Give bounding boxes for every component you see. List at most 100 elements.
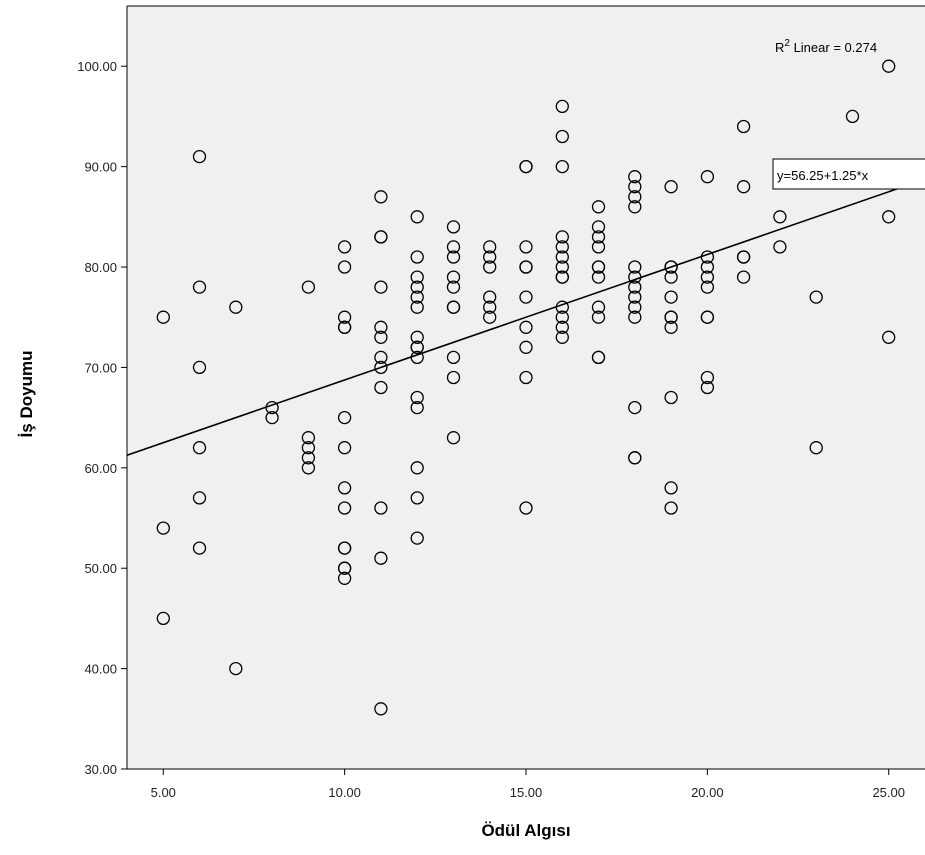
data-point (446, 240, 461, 254)
data-point (555, 330, 569, 344)
y-tick-label: 40.00 (84, 662, 117, 677)
x-tick-label: 25.00 (872, 785, 905, 800)
data-point (374, 320, 388, 334)
data-point (337, 410, 352, 425)
data-point (337, 320, 352, 334)
y-tick-label: 70.00 (84, 360, 117, 375)
x-tick-label: 20.00 (691, 785, 724, 800)
plot-area (127, 6, 925, 769)
data-point (555, 159, 569, 174)
data-point (555, 270, 569, 284)
data-point (700, 260, 715, 274)
y-axis-title: İş Doyumu (17, 351, 36, 438)
data-point (628, 280, 642, 294)
y-tick-label: 60.00 (84, 461, 117, 476)
data-point (374, 230, 388, 244)
data-point (519, 501, 533, 515)
data-point (446, 270, 461, 284)
data-point (446, 350, 461, 365)
data-point (628, 190, 642, 204)
data-point (337, 260, 352, 274)
data-point (628, 300, 642, 314)
data-point (374, 501, 388, 515)
data-point (664, 320, 678, 334)
data-point (628, 310, 642, 324)
data-point (773, 210, 787, 224)
data-point (591, 220, 606, 234)
data-point (591, 270, 606, 284)
data-point (410, 340, 424, 354)
data-point (483, 240, 497, 254)
data-point (446, 370, 461, 385)
data-point (591, 230, 606, 244)
data-point (628, 400, 642, 415)
data-point (192, 491, 207, 505)
data-point (736, 270, 751, 284)
data-point (628, 451, 642, 465)
data-point (664, 310, 678, 324)
data-point (229, 661, 243, 676)
y-tick-label: 90.00 (84, 160, 117, 175)
data-point (519, 370, 533, 385)
data-point (773, 240, 787, 254)
fit-line (126, 178, 925, 457)
data-point (664, 260, 678, 274)
data-point (229, 300, 243, 314)
data-point (700, 310, 715, 324)
data-point (374, 330, 388, 344)
data-point (591, 350, 606, 365)
x-axis-title: Ödül Algısı (481, 821, 570, 840)
data-point (301, 431, 316, 445)
data-point (374, 702, 388, 716)
data-point (410, 270, 424, 284)
data-point (410, 531, 424, 545)
data-point (301, 451, 316, 465)
data-point (555, 250, 569, 264)
data-point (156, 310, 170, 324)
y-tick-label: 30.00 (84, 762, 117, 777)
data-point (410, 390, 424, 405)
data-point (374, 350, 388, 365)
r2-annotation: R2 Linear = 0.274 (775, 38, 877, 55)
y-tick-label: 100.00 (77, 59, 117, 74)
data-point (337, 541, 352, 555)
data-point (483, 260, 497, 274)
data-point (628, 170, 642, 184)
data-point (628, 180, 642, 194)
data-point (410, 250, 424, 264)
data-point (519, 290, 533, 304)
data-point (446, 300, 461, 314)
data-point (591, 310, 606, 324)
data-point (374, 551, 388, 565)
x-tick-label: 15.00 (510, 785, 543, 800)
data-point (736, 119, 751, 134)
data-point (446, 280, 461, 294)
data-point (337, 481, 352, 495)
data-point (410, 400, 424, 415)
data-point (591, 300, 606, 314)
data-point (192, 149, 207, 164)
data-point (337, 561, 352, 575)
data-point (882, 59, 896, 73)
data-point (628, 200, 642, 214)
data-point (410, 461, 424, 475)
equation-label: y=56.25+1.25*x (777, 168, 869, 183)
data-point (519, 260, 533, 274)
data-point (555, 129, 569, 144)
data-point (700, 380, 715, 395)
data-point (664, 501, 678, 515)
data-point (156, 611, 170, 626)
x-axis-ticks: 5.00 10.00 15.00 20.00 25.00 (151, 769, 905, 800)
data-point (192, 541, 207, 555)
data-point (664, 180, 678, 194)
data-point (410, 330, 424, 344)
data-point (845, 109, 860, 124)
data-point (156, 521, 170, 535)
data-point (555, 260, 569, 274)
equation-box (772, 158, 925, 190)
data-point (483, 310, 497, 324)
data-point (483, 300, 497, 314)
data-point (410, 300, 424, 314)
y-tick-label: 80.00 (84, 260, 117, 275)
data-point (555, 99, 569, 114)
